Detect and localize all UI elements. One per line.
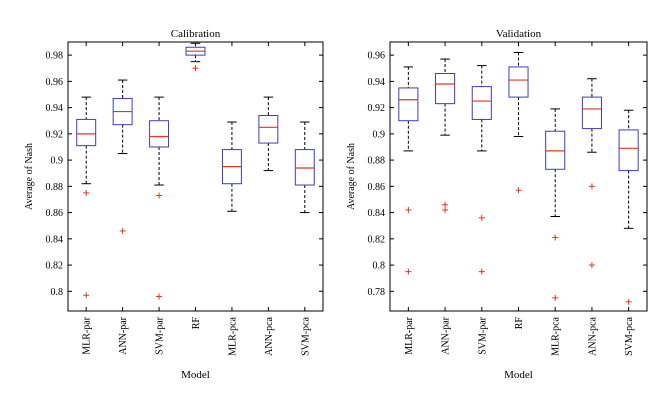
category-label: ANN-par — [118, 316, 129, 354]
iqr-box — [76, 118, 97, 147]
outlier-point — [442, 201, 449, 208]
iqr-box — [258, 114, 279, 144]
y-tick-label: 0.82 — [46, 261, 64, 272]
iqr-box — [294, 149, 315, 186]
y-tick-label: 0.82 — [368, 234, 386, 245]
iqr-box — [581, 96, 602, 130]
box-ann-pca: ANN-pca — [581, 42, 602, 356]
outlier-point — [625, 298, 632, 305]
iqr-box — [545, 130, 566, 170]
y-axis-label: Average of Nash — [24, 143, 35, 210]
box-svm-pca: SVM-pca — [294, 42, 315, 356]
chart-title: Validation — [496, 28, 542, 40]
outlier-point — [405, 268, 412, 275]
category-label: ANN-par — [441, 316, 452, 354]
outlier-point — [119, 227, 126, 234]
iqr-box — [398, 87, 419, 122]
box-ann-par: ANN-par — [112, 42, 133, 355]
category-label: SVM-par — [477, 316, 488, 354]
chart-title: Calibration — [171, 28, 221, 40]
validation-panel: Validation 0.78 0.8 0.82 0.84 0.86 0.88 0.9 0.92… — [346, 28, 648, 381]
y-tick-label: 0.92 — [46, 129, 64, 140]
y-tick-label: 0.98 — [46, 51, 64, 62]
outlier-point — [83, 189, 90, 196]
x-axis-label: Model — [181, 369, 210, 381]
box-svm-pca: SVM-pca — [618, 42, 639, 356]
box-rf: RF — [185, 42, 206, 330]
y-tick-label: 0.84 — [46, 234, 64, 245]
iqr-box — [508, 66, 529, 98]
y-tick-label: 0.94 — [46, 103, 64, 114]
box-svm-par: SVM-par — [149, 42, 170, 355]
outlier-point — [83, 292, 90, 299]
outlier-point — [588, 183, 595, 190]
y-tick-label: 0.88 — [368, 156, 386, 167]
outlier-point — [156, 192, 163, 199]
outlier-point — [156, 293, 163, 300]
outlier-point — [588, 262, 595, 269]
y-tick-label: 0.8 — [51, 287, 64, 298]
y-tick-label: 0.86 — [368, 182, 386, 193]
category-label: RF — [514, 317, 525, 330]
y-axis-label: Average of Nash — [346, 143, 357, 210]
y-tick-label: 0.96 — [368, 51, 386, 62]
y-tick-label: 0.9 — [373, 129, 386, 140]
category-label: MLR-par — [404, 316, 415, 354]
category-label: SVM-pca — [300, 316, 311, 355]
outlier-point — [478, 268, 485, 275]
category-label: MLR-par — [82, 316, 93, 354]
category-label: SVM-pca — [624, 316, 635, 355]
box-mlr-par: MLR-par — [76, 42, 97, 355]
category-label: RF — [191, 317, 202, 330]
y-tick-label: 0.84 — [368, 208, 386, 219]
box-ann-par: ANN-par — [435, 42, 456, 355]
y-tick-label: 0.96 — [46, 77, 64, 88]
plot-frame — [389, 41, 648, 312]
category-label: MLR-pca — [227, 316, 238, 355]
outlier-point — [552, 234, 559, 241]
calibration-panel: Calibration 0.8 0.82 0.84 0.86 0.88 0.9 0.92 0.9… — [24, 28, 324, 381]
x-axis-label: Model — [504, 369, 533, 381]
outlier-point — [478, 214, 485, 221]
outlier-point — [192, 65, 199, 72]
category-label: MLR-pca — [551, 316, 562, 355]
box-ann-pca: ANN-pca — [258, 42, 279, 356]
y-tick-label: 0.9 — [51, 156, 64, 167]
y-tick-label: 0.88 — [46, 182, 64, 193]
y-tick-label: 0.86 — [46, 208, 64, 219]
y-tick-label: 0.78 — [368, 287, 386, 298]
y-tick-label: 0.94 — [368, 77, 386, 88]
y-tick-label: 0.8 — [373, 261, 386, 272]
category-label: ANN-pca — [587, 316, 598, 355]
iqr-box — [471, 86, 492, 120]
box-mlr-pca: MLR-pca — [545, 42, 566, 356]
box-svm-par: SVM-par — [471, 42, 492, 355]
outlier-point — [405, 206, 412, 213]
category-label: ANN-pca — [264, 316, 275, 355]
box-mlr-pca: MLR-pca — [221, 42, 242, 356]
outlier-point — [552, 294, 559, 301]
iqr-box — [618, 129, 639, 172]
outlier-point — [442, 206, 449, 213]
y-tick-label: 0.92 — [368, 103, 386, 114]
box-mlr-par: MLR-par — [398, 42, 419, 355]
iqr-box — [435, 72, 456, 105]
plot-frame — [67, 41, 324, 312]
iqr-box — [149, 120, 170, 148]
box-rf: RF — [508, 42, 529, 330]
category-label: SVM-par — [155, 316, 166, 354]
outlier-point — [515, 187, 522, 194]
